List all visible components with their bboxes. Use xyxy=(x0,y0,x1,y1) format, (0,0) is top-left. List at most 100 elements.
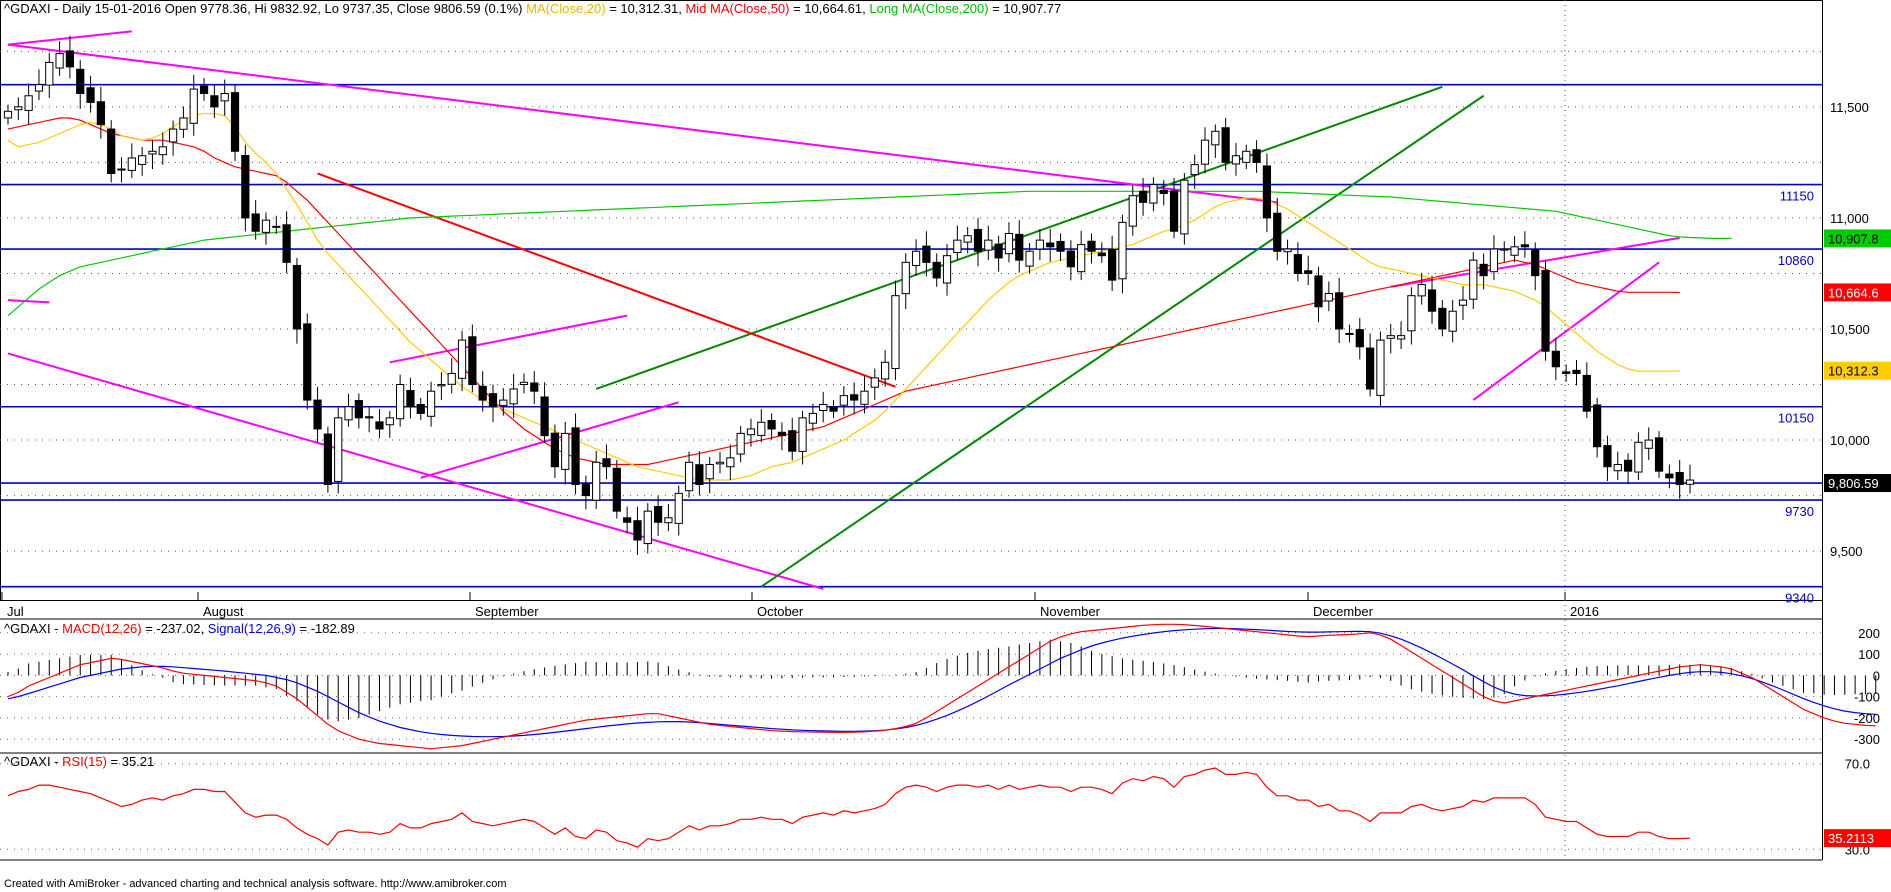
rsi-header-label: RSI(15) xyxy=(62,754,107,769)
candle-body xyxy=(1242,150,1251,163)
candle-body xyxy=(1644,439,1653,449)
value-badge xyxy=(1824,474,1891,493)
x-tick-label: August xyxy=(203,604,244,619)
candle-body xyxy=(1551,350,1560,368)
candle-body xyxy=(973,228,983,252)
candle-body xyxy=(189,88,198,124)
macd-header-symbol: ^GDAXI - xyxy=(4,621,62,636)
header-quote: - Daily 15-01-2016 Open 9778.36, Hi 9832… xyxy=(51,1,527,16)
candle-body xyxy=(705,463,714,480)
candle-body xyxy=(777,431,787,437)
candle-body xyxy=(158,146,167,156)
candle-body xyxy=(117,168,126,171)
candle-body xyxy=(261,219,271,233)
candle-body xyxy=(1015,233,1024,261)
candle-body xyxy=(530,382,539,392)
channel-line xyxy=(1472,261,1660,401)
candle-body xyxy=(168,128,178,143)
candle-body xyxy=(1035,239,1045,250)
candle-body xyxy=(1283,248,1292,253)
candle-body xyxy=(1149,184,1158,204)
candle-body xyxy=(478,385,487,401)
candle-body xyxy=(881,361,890,380)
candle-body xyxy=(1510,246,1519,256)
candle-body xyxy=(901,261,910,295)
candle-body xyxy=(788,430,797,452)
candle-body xyxy=(891,295,900,370)
macd-panel: 200 100 0 -100 -200 -300 xyxy=(7,623,1880,750)
candle-body xyxy=(1211,130,1220,146)
candle-body xyxy=(96,101,105,126)
candle-body xyxy=(396,384,405,420)
candle-body xyxy=(437,384,446,387)
ma50-line xyxy=(7,117,1680,466)
candle-body xyxy=(179,117,188,130)
value-badge-label: 10,664.6 xyxy=(1828,285,1879,300)
x-tick-label: October xyxy=(757,604,804,619)
rsi-badge-label: 35.2113 xyxy=(1828,831,1874,846)
candle-body xyxy=(1634,441,1643,473)
x-tick-label: December xyxy=(1313,604,1374,619)
level-label: 9730 xyxy=(1785,504,1814,519)
candle-body xyxy=(76,68,85,95)
candle-body xyxy=(1613,463,1622,472)
candle-body xyxy=(282,224,291,263)
header-ma50-label: Mid MA(Close,50) xyxy=(685,1,789,16)
candle-body xyxy=(1324,292,1333,302)
trend-line xyxy=(760,94,1485,588)
macd-tick-label: -200 xyxy=(1854,711,1880,726)
header-ma50-value: = 10,664.61, xyxy=(789,1,869,16)
candle-body xyxy=(715,461,725,465)
candle-body xyxy=(385,417,394,426)
candle-body xyxy=(354,400,363,419)
candle-body xyxy=(1572,369,1581,374)
candle-body xyxy=(375,421,384,430)
candle-body xyxy=(1665,473,1674,479)
ma200-line xyxy=(7,190,1732,317)
candle-body xyxy=(127,157,136,171)
candle-body xyxy=(736,432,745,455)
candle-body xyxy=(1118,221,1127,280)
candle-body xyxy=(45,61,54,86)
candle-body xyxy=(1180,179,1189,235)
rsi-header-value: = 35.21 xyxy=(107,754,154,769)
candle-body xyxy=(457,339,467,379)
candle-body xyxy=(509,388,518,405)
candle-body xyxy=(1396,335,1406,340)
channel-line xyxy=(7,299,50,304)
candle-body xyxy=(1273,212,1282,252)
candle-body xyxy=(1500,248,1509,251)
level-lines: 11150 10860 10150 9730 9340 xyxy=(0,83,1822,606)
candle-body xyxy=(86,87,95,103)
value-badge xyxy=(1824,229,1891,248)
value-badge xyxy=(1824,361,1891,380)
candle-body xyxy=(65,50,75,68)
candle-body xyxy=(230,92,240,152)
candle-body xyxy=(1190,164,1199,176)
macd-tick-label: 0 xyxy=(1873,668,1880,683)
candle-body xyxy=(55,53,64,69)
candle-body xyxy=(1654,437,1664,472)
channel-line xyxy=(420,401,680,479)
candle-body xyxy=(1623,459,1633,472)
candle-body xyxy=(1562,371,1571,374)
candle-body xyxy=(1293,254,1302,274)
candle-body xyxy=(24,95,33,111)
candle-body xyxy=(1004,232,1014,255)
candle-body xyxy=(1077,244,1086,273)
candle-body xyxy=(272,225,281,228)
candle-body xyxy=(798,417,807,452)
candle-body xyxy=(1541,270,1550,352)
candle-body xyxy=(602,458,611,468)
candle-body xyxy=(1438,307,1447,330)
candle-body xyxy=(561,432,570,470)
candle-body xyxy=(313,399,322,430)
candle-body xyxy=(1108,248,1117,281)
candle-body xyxy=(1489,248,1499,273)
candle-body xyxy=(1252,149,1261,163)
candle-body xyxy=(1335,292,1344,330)
candle-body xyxy=(1448,310,1457,332)
panel-frames xyxy=(0,0,1823,861)
candle-body xyxy=(819,404,828,412)
candle-body xyxy=(292,264,302,330)
